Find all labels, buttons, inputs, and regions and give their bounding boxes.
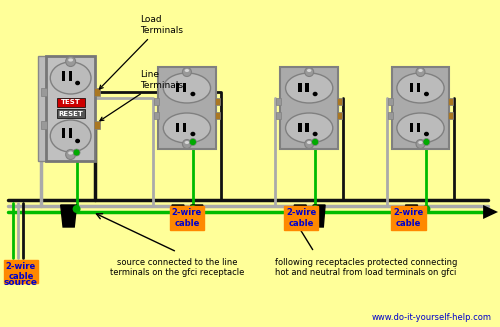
Bar (154, 112, 159, 119)
Bar (68, 71, 72, 81)
Bar (94, 88, 100, 96)
Bar (298, 123, 302, 132)
Circle shape (311, 205, 319, 213)
Bar (305, 83, 308, 92)
Text: www.do-it-yourself-help.com: www.do-it-yourself-help.com (372, 313, 492, 322)
Bar (62, 71, 65, 81)
Ellipse shape (75, 139, 80, 143)
Bar (410, 83, 413, 92)
Text: following receptacles protected connecting
hot and neutral from load terminals o: following receptacles protected connecti… (274, 258, 457, 277)
Ellipse shape (418, 69, 422, 72)
Circle shape (73, 149, 80, 156)
Bar (215, 98, 220, 105)
Text: 2-wire
cable: 2-wire cable (172, 208, 202, 228)
Circle shape (182, 67, 192, 77)
Ellipse shape (68, 151, 73, 155)
Bar (416, 123, 420, 132)
Circle shape (422, 205, 430, 213)
Ellipse shape (164, 113, 210, 143)
Bar (158, 67, 216, 149)
Ellipse shape (286, 73, 333, 103)
Polygon shape (191, 205, 203, 227)
Circle shape (304, 67, 314, 77)
Ellipse shape (164, 73, 210, 103)
Bar (388, 112, 392, 119)
Text: 2-wire
cable: 2-wire cable (286, 208, 316, 228)
Ellipse shape (184, 141, 189, 144)
Polygon shape (60, 205, 76, 227)
Circle shape (416, 67, 425, 77)
Ellipse shape (184, 69, 189, 72)
Ellipse shape (424, 92, 429, 96)
Circle shape (190, 139, 196, 146)
Bar (448, 98, 454, 105)
Text: Load
Terminals: Load Terminals (100, 15, 183, 89)
Text: source connected to the line
terminals on the gfci receptacle: source connected to the line terminals o… (110, 258, 244, 277)
Polygon shape (313, 205, 325, 227)
Circle shape (304, 140, 314, 148)
Bar (46, 56, 96, 161)
Circle shape (182, 140, 192, 148)
Bar (410, 123, 413, 132)
Circle shape (72, 205, 80, 213)
Text: TEST: TEST (61, 99, 80, 106)
Polygon shape (406, 205, 417, 227)
Bar (337, 98, 342, 105)
Bar (176, 123, 180, 132)
Circle shape (312, 139, 318, 146)
Bar (392, 67, 450, 149)
Bar (276, 112, 281, 119)
Bar (38, 56, 46, 161)
Text: 2-wire
cable: 2-wire cable (6, 262, 36, 282)
Text: 2-wire
cable: 2-wire cable (394, 208, 424, 228)
Ellipse shape (424, 132, 429, 136)
Bar (305, 123, 308, 132)
Bar (56, 98, 84, 107)
Ellipse shape (397, 113, 444, 143)
Ellipse shape (50, 120, 91, 152)
Bar (56, 109, 84, 118)
Polygon shape (294, 205, 306, 227)
Bar (41, 88, 47, 96)
Bar (448, 112, 454, 119)
Bar (183, 83, 186, 92)
Bar (280, 67, 338, 149)
Ellipse shape (190, 132, 196, 136)
Ellipse shape (312, 92, 318, 96)
Circle shape (189, 205, 197, 213)
Bar (183, 123, 186, 132)
Circle shape (416, 140, 425, 148)
Text: RESET: RESET (58, 111, 83, 116)
Circle shape (66, 57, 76, 66)
Bar (154, 98, 159, 105)
Ellipse shape (307, 141, 312, 144)
Bar (94, 121, 100, 129)
Ellipse shape (307, 69, 312, 72)
Bar (276, 98, 281, 105)
Ellipse shape (50, 62, 91, 94)
Ellipse shape (397, 73, 444, 103)
Circle shape (66, 149, 76, 160)
Bar (416, 83, 420, 92)
Ellipse shape (418, 141, 422, 144)
Polygon shape (172, 205, 184, 227)
Bar (298, 83, 302, 92)
Ellipse shape (75, 81, 80, 85)
Bar (215, 112, 220, 119)
Circle shape (423, 139, 430, 146)
Ellipse shape (190, 92, 196, 96)
Text: Line
Terminals: Line Terminals (100, 70, 183, 121)
Bar (41, 121, 47, 129)
Bar (388, 98, 392, 105)
Bar (68, 128, 72, 138)
Ellipse shape (286, 113, 333, 143)
Bar (337, 112, 342, 119)
Bar (62, 128, 65, 138)
Ellipse shape (68, 59, 73, 61)
Text: source: source (4, 278, 38, 287)
Polygon shape (483, 205, 498, 219)
Bar (176, 83, 180, 92)
Ellipse shape (312, 132, 318, 136)
